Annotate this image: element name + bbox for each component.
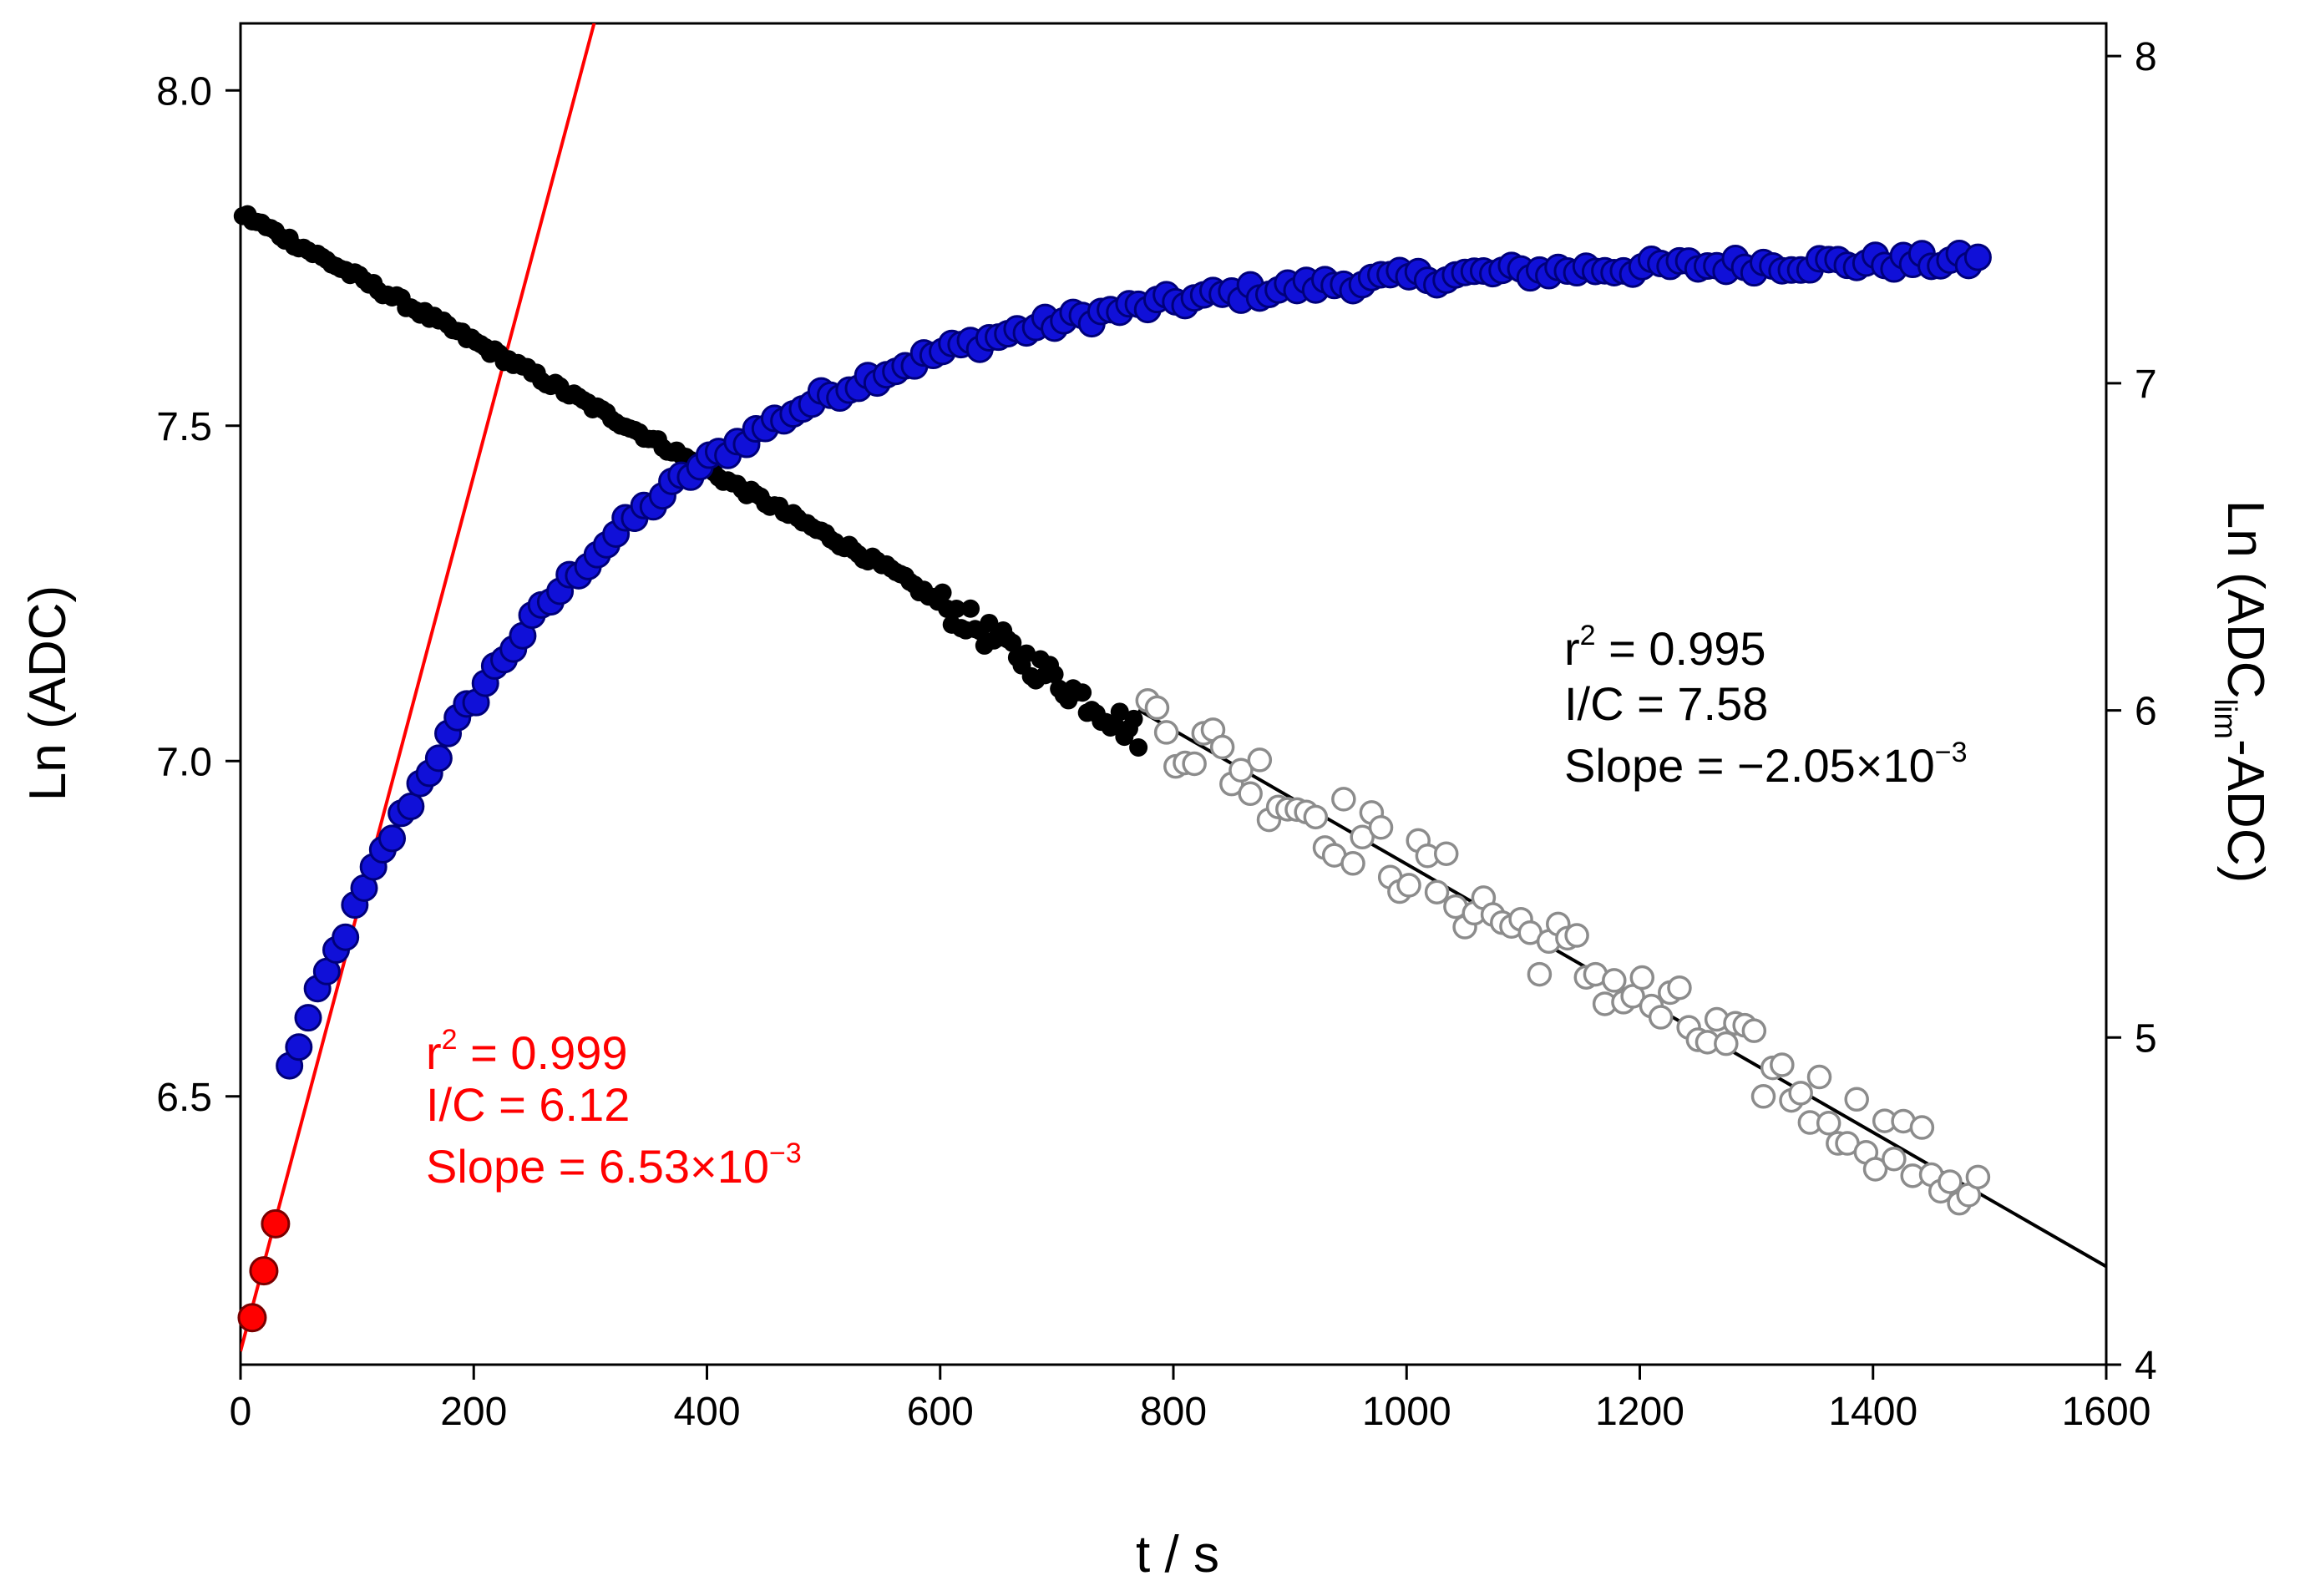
open-data-point	[1396, 873, 1421, 898]
x-tick-label: 1000	[1362, 1390, 1451, 1434]
open-data-point	[1648, 1005, 1674, 1030]
open-data-point	[1303, 804, 1329, 830]
blue-data-point	[424, 744, 453, 773]
blue-data-point	[332, 923, 360, 951]
x-tick-label: 600	[907, 1390, 974, 1434]
black-annotation-intercept: I/C = 7.58	[1564, 677, 1768, 730]
open-data-point	[1350, 824, 1375, 850]
open-data-point	[1368, 815, 1394, 840]
open-data-point	[1331, 787, 1356, 812]
open-data-point	[1750, 1084, 1776, 1109]
y-right-tick-label: 5	[2135, 1016, 2157, 1061]
x-tick-label: 1600	[2062, 1390, 2151, 1434]
open-data-point	[1882, 1146, 1907, 1172]
y-right-axis-ticks: 4 5 6 7 8	[2106, 35, 2157, 1388]
black-data-point	[980, 613, 999, 632]
open-data-point	[1862, 1157, 1888, 1182]
red-data-point	[249, 1256, 279, 1286]
x-tick-label: 400	[673, 1390, 740, 1434]
open-data-point	[1247, 747, 1273, 773]
open-data-point	[1228, 757, 1254, 783]
black-data-point	[1124, 709, 1143, 728]
open-data-point	[1770, 1052, 1795, 1077]
red-annotation-intercept: I/C = 6.12	[426, 1078, 630, 1131]
y-left-tick-label: 8.0	[156, 69, 212, 114]
black-annotation-r2: r2 = 0.995	[1564, 620, 1766, 675]
black-data-point	[1073, 683, 1092, 702]
open-data-point	[1788, 1081, 1813, 1106]
y-left-tick-label: 7.5	[156, 405, 212, 449]
open-data-point	[1182, 751, 1207, 777]
open-circle-series-layer	[1135, 688, 1991, 1216]
y-right-tick-label: 4	[2135, 1344, 2157, 1388]
open-data-point	[1909, 1115, 1935, 1140]
red-fit-line-layer	[241, 23, 596, 1352]
x-tick-label: 0	[230, 1390, 252, 1434]
blue-data-point	[378, 824, 407, 853]
open-data-point	[1564, 923, 1589, 948]
x-tick-label: 1200	[1595, 1390, 1684, 1434]
y-right-title-part2: -ADC)	[2216, 739, 2274, 883]
y-right-tick-label: 7	[2135, 362, 2157, 407]
x-tick-label: 800	[1140, 1390, 1207, 1434]
open-data-point	[1629, 965, 1655, 991]
blue-data-point	[285, 1033, 313, 1061]
black-data-point	[1003, 633, 1022, 652]
open-data-point	[1667, 975, 1692, 1001]
black-data-point	[1110, 702, 1129, 722]
black-fit-annotation: r2 = 0.995 I/C = 7.58 Slope = −2.05×10−3	[1564, 620, 1968, 792]
y-left-tick-label: 6.5	[156, 1076, 212, 1120]
red-fit-annotation: r2 = 0.999 I/C = 6.12 Slope = 6.53×10−3	[426, 1024, 802, 1193]
open-data-point	[1844, 1087, 1869, 1112]
open-data-point	[1714, 1031, 1739, 1056]
open-data-point	[1209, 734, 1235, 760]
red-series-layer	[237, 1208, 291, 1333]
open-data-point	[1433, 841, 1459, 866]
y-left-tick-label: 7.0	[156, 740, 212, 784]
open-data-point	[1938, 1169, 1963, 1194]
red-annotation-slope: Slope = 6.53×10−3	[426, 1137, 802, 1193]
open-data-point	[1144, 695, 1170, 721]
open-data-point	[1965, 1164, 1991, 1190]
open-data-point	[1424, 879, 1450, 904]
y-right-tick-label: 8	[2135, 35, 2157, 79]
black-data-point	[961, 599, 980, 618]
red-data-point	[237, 1303, 267, 1333]
black-data-point	[947, 600, 966, 619]
open-data-point	[1806, 1064, 1832, 1090]
blue-data-point	[294, 1004, 322, 1032]
red-data-point	[261, 1208, 291, 1239]
y-right-axis-title: Ln (ADClim-ADC)	[2207, 500, 2274, 884]
black-series-layer	[233, 205, 1148, 757]
open-data-point	[1741, 1018, 1767, 1043]
red-fit-line	[241, 23, 596, 1352]
open-data-point	[1153, 720, 1179, 745]
x-axis-title: t / s	[1136, 1526, 1219, 1583]
open-data-point	[1527, 961, 1553, 987]
open-data-point	[1340, 851, 1365, 876]
blue-data-point	[1963, 243, 1992, 271]
y-right-title-subscript: lim	[2207, 699, 2242, 740]
open-data-point	[1602, 968, 1627, 993]
open-data-point	[1238, 781, 1263, 807]
x-tick-label: 1400	[1828, 1390, 1917, 1434]
y-left-axis-ticks: 6.5 7.0 7.5 8.0	[156, 69, 241, 1120]
blue-series-layer	[276, 239, 1992, 1080]
x-axis-ticks: 0 200 400 600 800 1000 1200 1400 1600	[230, 1365, 2151, 1434]
red-annotation-r2: r2 = 0.999	[426, 1024, 628, 1079]
x-tick-label: 200	[440, 1390, 507, 1434]
black-data-point	[933, 583, 952, 602]
black-data-point	[1045, 665, 1064, 684]
black-annotation-slope: Slope = −2.05×10−3	[1564, 737, 1968, 792]
y-right-tick-label: 6	[2135, 690, 2157, 734]
y-right-title-part1: Ln (ADC	[2216, 500, 2274, 699]
black-data-point	[1129, 737, 1148, 757]
y-left-axis-title: Ln (ADC)	[19, 585, 77, 801]
blue-data-point	[397, 793, 425, 821]
open-data-point	[1816, 1111, 1841, 1136]
black-data-point	[1017, 644, 1036, 663]
